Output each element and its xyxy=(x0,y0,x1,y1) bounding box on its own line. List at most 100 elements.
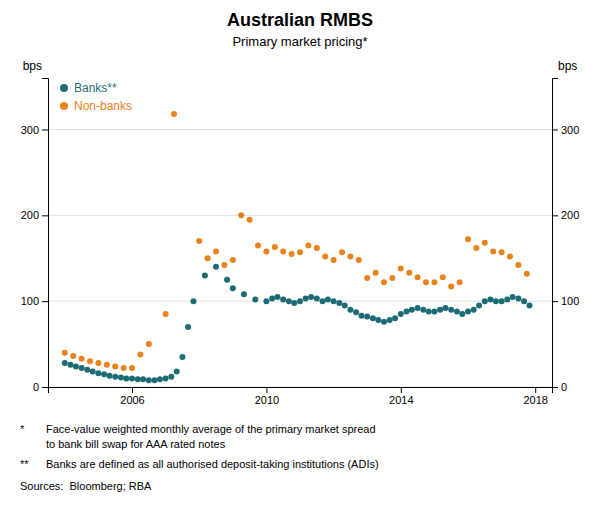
x-axis-line xyxy=(49,388,553,394)
point xyxy=(297,298,303,304)
point xyxy=(457,279,463,285)
point xyxy=(373,270,379,276)
point xyxy=(336,300,342,306)
point xyxy=(263,248,269,254)
point xyxy=(448,307,454,313)
y2-tick-label: 200 xyxy=(561,209,579,221)
point xyxy=(213,248,219,254)
legend-label: Banks** xyxy=(74,81,117,95)
point xyxy=(476,302,482,308)
point xyxy=(135,376,141,382)
point xyxy=(370,315,376,321)
point xyxy=(437,307,443,313)
point xyxy=(118,375,124,381)
legend-swatch xyxy=(60,102,68,110)
point xyxy=(415,274,421,280)
y-tick-mark xyxy=(42,387,48,388)
y2-tick: 0 xyxy=(552,381,567,393)
point xyxy=(314,245,320,251)
point xyxy=(499,249,505,255)
x-axis: 2006201020142018 xyxy=(49,387,553,406)
y-tick-label: 0 xyxy=(33,381,39,393)
point xyxy=(224,277,230,283)
point xyxy=(482,298,488,304)
point xyxy=(87,358,93,364)
point xyxy=(202,272,208,278)
point xyxy=(171,111,177,117)
point xyxy=(252,296,258,302)
point xyxy=(95,360,101,366)
legend-label: Non-banks xyxy=(74,99,132,113)
point xyxy=(73,363,79,369)
point xyxy=(152,377,158,383)
point xyxy=(471,307,477,313)
point xyxy=(415,305,421,311)
point xyxy=(146,341,152,347)
point xyxy=(465,236,471,242)
point xyxy=(179,354,185,360)
point xyxy=(68,362,74,368)
y-axis-label: bps xyxy=(23,59,42,73)
point xyxy=(129,365,135,371)
point xyxy=(190,298,196,304)
point xyxy=(526,302,532,308)
point xyxy=(459,311,465,317)
point xyxy=(272,244,278,250)
point xyxy=(121,365,127,371)
point xyxy=(263,298,269,304)
point xyxy=(84,367,90,373)
point xyxy=(286,298,292,304)
y2-tick-mark xyxy=(552,387,558,388)
point xyxy=(269,296,275,302)
point xyxy=(314,296,320,302)
point xyxy=(221,262,227,268)
point xyxy=(347,307,353,313)
point xyxy=(364,275,370,281)
point xyxy=(168,374,174,380)
point xyxy=(303,296,309,302)
y2-tick-mark xyxy=(552,301,558,302)
x-tick-label: 2014 xyxy=(389,394,413,406)
point xyxy=(490,248,496,254)
legend-swatch xyxy=(60,84,68,92)
point xyxy=(420,307,426,313)
x-tick-label: 2010 xyxy=(255,394,279,406)
point xyxy=(90,369,96,375)
point xyxy=(389,275,395,281)
point xyxy=(515,262,521,268)
point xyxy=(205,255,211,261)
x-tick: 2010 xyxy=(255,387,279,406)
y-tick-label: 300 xyxy=(21,124,39,136)
series xyxy=(62,264,533,383)
y2-tick-mark xyxy=(552,215,558,216)
point xyxy=(423,279,429,285)
footnote: Face-value weighted monthly average of t… xyxy=(46,423,376,435)
point xyxy=(70,353,76,359)
point xyxy=(163,311,169,317)
point xyxy=(230,257,236,263)
plot: 200620102014201801002003000100200300Bank… xyxy=(21,79,580,406)
legend-item: Banks** xyxy=(60,81,117,95)
point xyxy=(499,298,505,304)
point xyxy=(392,315,398,321)
y2-tick-label: 100 xyxy=(561,295,579,307)
point xyxy=(409,307,415,313)
point xyxy=(174,369,180,375)
grid-line xyxy=(48,215,552,216)
point xyxy=(320,298,326,304)
subtitle: Primary market pricing* xyxy=(232,34,367,49)
point xyxy=(358,313,364,319)
point xyxy=(387,317,393,323)
point xyxy=(305,242,311,248)
point xyxy=(431,279,437,285)
point xyxy=(347,254,353,260)
y-axis: 0100200300 xyxy=(21,79,49,394)
title: Australian RMBS xyxy=(227,10,373,30)
point xyxy=(129,375,135,381)
point xyxy=(493,298,499,304)
legend: Banks** Non-banks xyxy=(60,81,132,113)
footnote: Banks are defined as all authorised depo… xyxy=(46,458,379,470)
y-tick-mark xyxy=(42,301,48,302)
y-axis-line xyxy=(42,79,49,388)
point xyxy=(356,257,362,263)
